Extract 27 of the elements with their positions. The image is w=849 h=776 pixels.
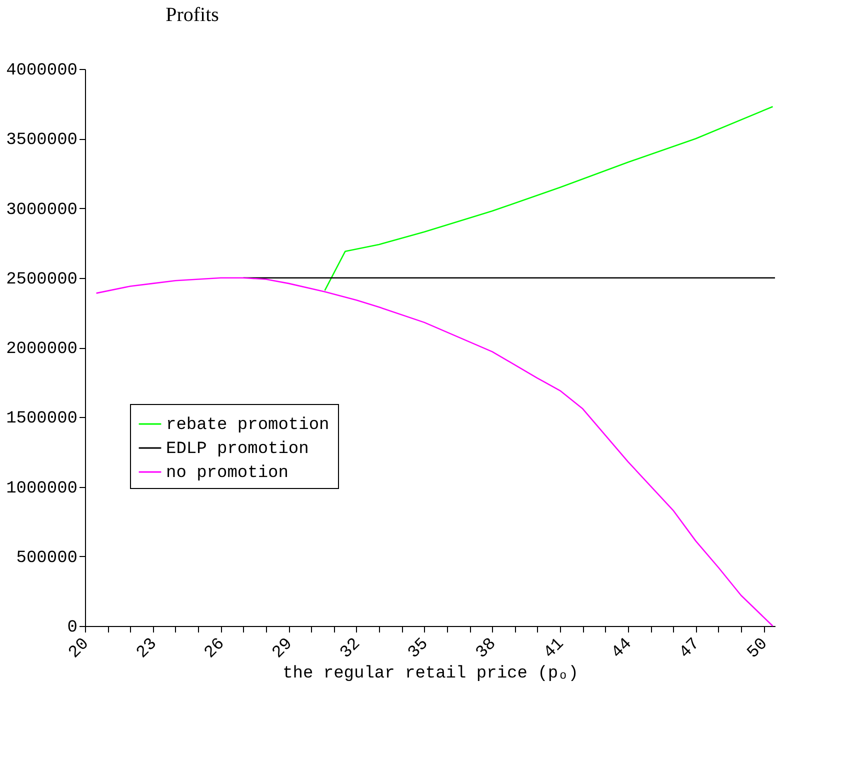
y-tick-label: 3500000 — [6, 131, 78, 150]
x-tick-label: 50 — [744, 634, 772, 663]
legend-label: EDLP promotion — [166, 440, 309, 459]
x-tick-label: 26 — [201, 634, 230, 663]
y-tick-label: 1500000 — [6, 410, 78, 429]
x-tick-label: 20 — [65, 634, 94, 663]
x-tick-label: 38 — [472, 634, 500, 663]
y-tick-label: 500000 — [16, 548, 78, 568]
x-tick-label: 23 — [133, 634, 162, 663]
x-tick-label: 41 — [540, 634, 568, 663]
line-series — [324, 106, 774, 292]
x-tick-label: 47 — [676, 634, 704, 663]
legend-label: no promotion — [166, 464, 288, 483]
x-axis-title: the regular retail price (pₒ) — [282, 664, 578, 684]
y-tick-label: 1000000 — [6, 479, 78, 498]
chart-title: Profits — [166, 4, 220, 26]
line-series — [96, 277, 774, 627]
y-tick-label: 2500000 — [6, 270, 78, 290]
y-tick-label: 0 — [67, 618, 78, 638]
x-tick-label: 44 — [608, 634, 636, 663]
y-tick-label: 3000000 — [6, 200, 78, 220]
x-tick-label: 35 — [404, 634, 433, 663]
x-tick-label: 29 — [269, 634, 297, 663]
y-tick-label: 2000000 — [6, 340, 78, 359]
legend-label: rebate promotion — [166, 416, 330, 435]
x-tick-label: 32 — [336, 634, 365, 663]
y-tick-label: 4000000 — [6, 62, 78, 80]
